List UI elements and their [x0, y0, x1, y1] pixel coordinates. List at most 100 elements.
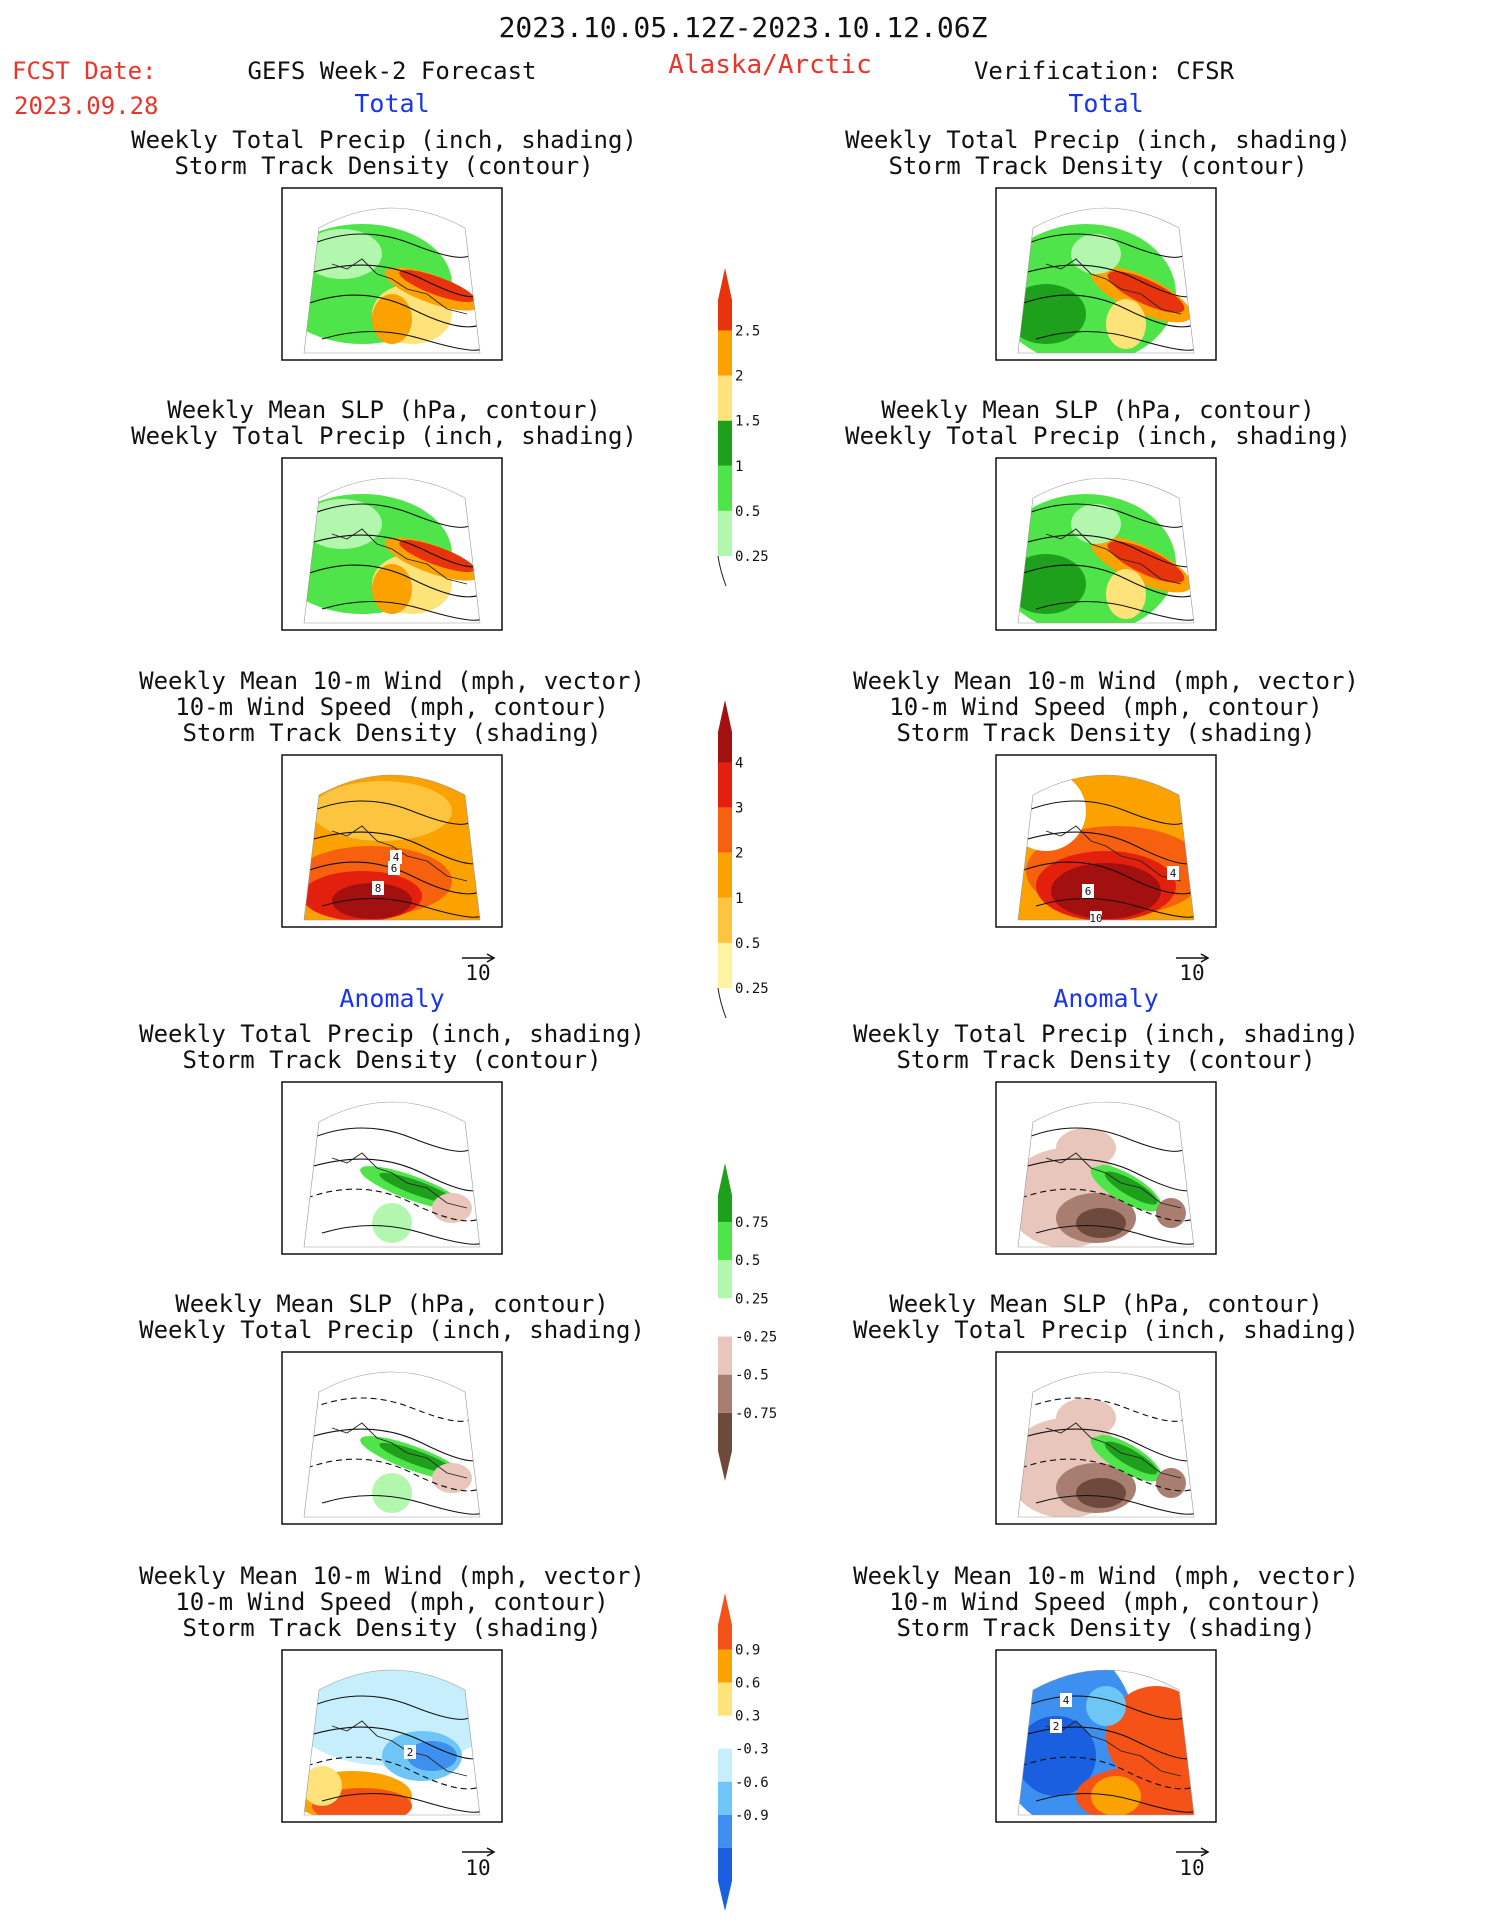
colorbar-cap	[718, 1593, 732, 1625]
contour-line	[311, 233, 473, 258]
colorbar-tick-label: -0.5	[735, 1368, 769, 1384]
contour-label-box	[1050, 1719, 1062, 1733]
title-line: Storm Track Density (contour)	[182, 1046, 601, 1074]
contour-line	[306, 831, 480, 865]
title-line: Weekly Total Precip (inch, shading)	[845, 126, 1351, 154]
colorbar-swatch	[718, 897, 732, 943]
map-domain	[306, 1127, 480, 1245]
title-right-wind-anom: Weekly Mean 10-m Wind (mph, vector) 10-m…	[853, 1562, 1359, 1642]
colorbar-swatch	[718, 330, 732, 376]
shading-region	[1051, 863, 1161, 919]
contour-line	[1025, 1695, 1187, 1720]
shading-region	[1106, 1686, 1194, 1786]
map-panel: 468	[281, 754, 503, 928]
title-line: 10-m Wind Speed (mph, contour)	[889, 693, 1322, 721]
colorbar-tick-label: -0.75	[735, 1406, 777, 1422]
right-column-title: Verification: CFSR	[974, 57, 1235, 85]
title-right-precip-anom: Weekly Total Precip (inch, shading) Stor…	[853, 1020, 1359, 1074]
title-line: Weekly Mean 10-m Wind (mph, vector)	[139, 667, 645, 695]
shading-region	[1106, 569, 1146, 619]
domain-outline	[1017, 1669, 1195, 1816]
contour-line	[1020, 1188, 1194, 1222]
title-line: Storm Track Density (shading)	[896, 719, 1315, 747]
contour-line	[311, 503, 473, 528]
coastline	[331, 258, 468, 315]
colorbar-swatch	[718, 465, 732, 511]
title-line: Storm Track Density (shading)	[896, 1614, 1315, 1642]
title-left-slp-total: Weekly Mean SLP (hPa, contour) Weekly To…	[131, 396, 637, 450]
map-panel: 2	[281, 1649, 503, 1823]
colorbar-tick-label: 2	[735, 846, 743, 862]
shading-region	[372, 564, 412, 614]
fcst-date-label: FCST Date:	[12, 57, 157, 85]
colorbar-tick-label: 2.5	[735, 324, 760, 340]
contour-line	[306, 1726, 480, 1760]
contour-line	[306, 1428, 480, 1462]
contour-line	[306, 861, 480, 895]
colorbar-tail	[717, 987, 727, 1019]
region-title: Alaska/Arctic	[668, 50, 872, 80]
colorbar-tick-label: 1	[735, 891, 743, 907]
map-domain	[1018, 494, 1194, 623]
coastline	[1045, 825, 1182, 882]
vector-key-right-total: 10	[1176, 953, 1210, 985]
shading-region	[332, 883, 412, 919]
shading-region	[372, 1473, 412, 1513]
contour-line	[1025, 1397, 1187, 1422]
colorbar-swatch	[718, 1814, 732, 1848]
colorbar-tick-label: 0.5	[735, 504, 760, 520]
map-domain	[304, 494, 480, 621]
colorbar-swatch	[718, 1847, 732, 1881]
colorbar-anom_track: 0.9 0.6 0.3 -0.3 -0.6 -0.9	[718, 1593, 769, 1911]
colorbar-swatch	[718, 375, 732, 421]
colorbar-swatch	[718, 1260, 732, 1299]
title-line: Weekly Mean 10-m Wind (mph, vector)	[853, 667, 1359, 695]
title-line: Weekly Total Precip (inch, shading)	[853, 1020, 1359, 1048]
colorbar-tick-label: 1.5	[735, 414, 760, 430]
contour-label: 8	[375, 882, 382, 895]
shading-region	[304, 499, 382, 549]
colorbar-tick-label: -0.25	[735, 1330, 777, 1346]
colorbar-swatch	[718, 1748, 732, 1782]
vector-key-label: 10	[465, 961, 490, 985]
title-line: Storm Track Density (contour)	[896, 1046, 1315, 1074]
map-domain	[306, 1397, 480, 1515]
colorbar-swatch	[718, 1298, 732, 1337]
colorbar-tick-label: 1	[735, 459, 743, 475]
contour-line	[1020, 1756, 1194, 1790]
colorbar-tick-label: 2	[735, 369, 743, 385]
title-line: Weekly Mean SLP (hPa, contour)	[881, 396, 1314, 424]
map-panel	[995, 187, 1217, 361]
title-line: Weekly Total Precip (inch, shading)	[139, 1316, 645, 1344]
colorbar-swatch	[718, 510, 732, 556]
contour-line	[311, 1397, 473, 1422]
vector-key-left-total: 10	[462, 953, 496, 985]
colorbar-tick-label: 4	[735, 756, 743, 772]
colorbar-cap	[718, 268, 732, 300]
shading-region	[304, 1766, 342, 1806]
title-left-slp-anom: Weekly Mean SLP (hPa, contour) Weekly To…	[139, 1290, 645, 1344]
title-line: Weekly Total Precip (inch, shading)	[853, 1316, 1359, 1344]
shading-region	[1086, 1686, 1126, 1726]
title-line: Weekly Mean SLP (hPa, contour)	[167, 396, 600, 424]
contour-line	[1020, 861, 1194, 895]
contour-line	[1020, 264, 1194, 298]
title-line: Weekly Mean 10-m Wind (mph, vector)	[139, 1562, 645, 1590]
map-panel: 4 6 10	[995, 754, 1217, 928]
contour-line	[311, 800, 473, 825]
contour-line	[1020, 831, 1194, 865]
title-line: Weekly Total Precip (inch, shading)	[845, 422, 1351, 450]
colorbar-tail	[717, 555, 727, 587]
coastline	[1045, 258, 1182, 315]
title-line: Storm Track Density (contour)	[174, 152, 593, 180]
contour-line	[1020, 1458, 1194, 1492]
colorbar-swatch	[718, 942, 732, 988]
colorbars: 2.5 2 1.5 1 0.5 0.25 4 3 2 1 0.5 0.25 0.75 0.5 0.25 -0.…	[717, 268, 777, 1911]
title-line: Storm Track Density (shading)	[182, 719, 601, 747]
colorbar-tick-label: -0.9	[735, 1808, 769, 1824]
title-left-wind-anom: Weekly Mean 10-m Wind (mph, vector) 10-m…	[139, 1562, 645, 1642]
contour-label: 4	[1170, 867, 1177, 880]
coastline	[1045, 1422, 1182, 1479]
contour-label-box	[1082, 884, 1094, 898]
